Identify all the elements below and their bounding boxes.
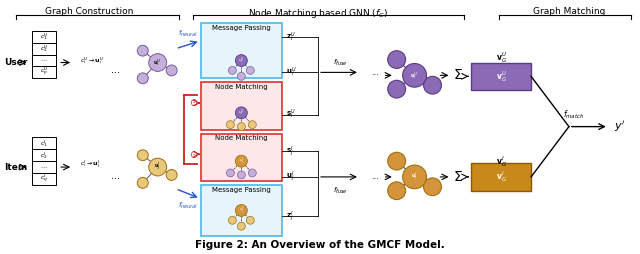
Text: $\ldots$: $\ldots$ (40, 165, 48, 170)
Circle shape (138, 45, 148, 56)
Circle shape (237, 123, 245, 131)
Circle shape (138, 73, 148, 84)
Text: $f_{fuse}$: $f_{fuse}$ (333, 57, 348, 68)
Text: $c_p^U$: $c_p^U$ (40, 66, 49, 78)
Circle shape (227, 169, 234, 177)
Text: Node Matching based GNN ($f_G$): Node Matching based GNN ($f_G$) (248, 7, 388, 20)
Circle shape (388, 152, 406, 170)
Circle shape (388, 51, 406, 68)
Text: $\mathbf{u}_j^I$: $\mathbf{u}_j^I$ (154, 161, 161, 173)
Bar (32, 137, 56, 149)
Text: $\mathbf{s}_i^U$: $\mathbf{s}_i^U$ (286, 108, 296, 121)
Text: $f_{neural}$: $f_{neural}$ (177, 29, 198, 39)
Text: $c_1^U$: $c_1^U$ (40, 31, 49, 42)
Text: $\mathbf{v}_G^U$: $\mathbf{v}_G^U$ (496, 69, 507, 84)
Text: $\mathbf{u}_i^U$: $\mathbf{u}_i^U$ (286, 66, 297, 79)
Circle shape (138, 150, 148, 161)
Circle shape (424, 178, 442, 196)
Bar (471, 62, 531, 90)
Text: Message Passing: Message Passing (212, 25, 271, 31)
Text: $c_i^I \rightarrow \mathbf{u}_j^I$: $c_i^I \rightarrow \mathbf{u}_j^I$ (80, 159, 100, 171)
Bar (32, 173, 56, 185)
Circle shape (236, 55, 247, 67)
Text: $y'$: $y'$ (614, 119, 625, 134)
Text: $f_{fuse}$: $f_{fuse}$ (333, 186, 348, 196)
Bar (32, 67, 56, 78)
Circle shape (236, 155, 247, 167)
Circle shape (138, 177, 148, 188)
Circle shape (388, 182, 406, 200)
Text: $\Sigma$: $\Sigma$ (454, 68, 463, 82)
Text: ...: ... (371, 68, 379, 77)
Circle shape (248, 169, 256, 177)
Text: ...: ... (371, 172, 379, 181)
Text: $c_i^U \rightarrow \mathbf{u}_i^U$: $c_i^U \rightarrow \mathbf{u}_i^U$ (80, 55, 104, 66)
Text: Node Matching: Node Matching (215, 84, 268, 90)
Text: Graph Matching: Graph Matching (532, 7, 605, 16)
Circle shape (227, 121, 234, 129)
Text: $\odot$: $\odot$ (189, 149, 198, 160)
Bar (471, 163, 531, 191)
Text: Node Matching: Node Matching (215, 135, 268, 141)
Bar (32, 31, 56, 43)
Text: Message Passing: Message Passing (212, 187, 271, 193)
Circle shape (166, 65, 177, 76)
Circle shape (148, 54, 166, 71)
FancyBboxPatch shape (200, 23, 282, 78)
Text: $\mathbf{v}_G^U$: $\mathbf{v}_G^U$ (496, 50, 507, 65)
Text: $u_i^U$: $u_i^U$ (238, 55, 244, 66)
Text: $\Sigma$: $\Sigma$ (454, 170, 463, 184)
Text: $\mathbf{z}_j^I$: $\mathbf{z}_j^I$ (286, 209, 294, 224)
Circle shape (403, 64, 426, 87)
FancyBboxPatch shape (200, 185, 282, 236)
Text: $f_{neural}$: $f_{neural}$ (177, 200, 198, 211)
Text: $c_q^I$: $c_q^I$ (40, 173, 48, 185)
Circle shape (246, 216, 254, 224)
Text: $\mathbf{u}_j^I$: $\mathbf{u}_j^I$ (286, 170, 294, 184)
Text: $u_j^I$: $u_j^I$ (239, 155, 244, 167)
Circle shape (424, 76, 442, 94)
Text: $c_2^I$: $c_2^I$ (40, 150, 48, 161)
Bar (32, 161, 56, 173)
Bar (32, 55, 56, 67)
Circle shape (228, 216, 236, 224)
Text: Figure 2: An Overview of the GMCF Model.: Figure 2: An Overview of the GMCF Model. (195, 240, 445, 250)
FancyBboxPatch shape (200, 82, 282, 130)
Bar (32, 43, 56, 55)
Text: $\mathbf{u}_j^I$: $\mathbf{u}_j^I$ (411, 171, 418, 183)
Circle shape (248, 121, 256, 129)
Circle shape (388, 80, 406, 98)
Text: Item: Item (4, 163, 28, 171)
Text: Graph Construction: Graph Construction (45, 7, 133, 16)
Circle shape (403, 165, 426, 189)
Text: $c_1^I$: $c_1^I$ (40, 138, 48, 149)
Circle shape (237, 171, 245, 179)
Circle shape (148, 158, 166, 176)
Circle shape (237, 72, 245, 80)
Text: User: User (4, 58, 28, 67)
Circle shape (166, 169, 177, 180)
Text: $\odot$: $\odot$ (189, 98, 198, 108)
FancyBboxPatch shape (200, 134, 282, 181)
Text: $\ldots$: $\ldots$ (40, 58, 48, 63)
Text: $c_2^U$: $c_2^U$ (40, 43, 49, 54)
Bar (32, 149, 56, 161)
Text: $\mathbf{u}_i^U$: $\mathbf{u}_i^U$ (410, 70, 419, 81)
Text: $u_j^I$: $u_j^I$ (239, 204, 244, 216)
Text: $u_i^U$: $u_i^U$ (238, 107, 244, 118)
Circle shape (236, 107, 247, 119)
Text: $f_{match}$: $f_{match}$ (563, 108, 584, 121)
Text: $\mathbf{v}_G^I$: $\mathbf{v}_G^I$ (496, 169, 507, 184)
Text: $\mathbf{s}_j^I$: $\mathbf{s}_j^I$ (286, 144, 294, 158)
Text: $\mathbf{z}_i^U$: $\mathbf{z}_i^U$ (286, 30, 296, 43)
Text: ...: ... (111, 66, 120, 75)
Circle shape (237, 222, 245, 230)
Text: ...: ... (111, 171, 120, 181)
Circle shape (246, 67, 254, 74)
Text: $\mathbf{u}_i^U$: $\mathbf{u}_i^U$ (154, 57, 162, 68)
Text: $\mathbf{v}_G^I$: $\mathbf{v}_G^I$ (496, 154, 507, 169)
Circle shape (228, 67, 236, 74)
Circle shape (236, 204, 247, 216)
